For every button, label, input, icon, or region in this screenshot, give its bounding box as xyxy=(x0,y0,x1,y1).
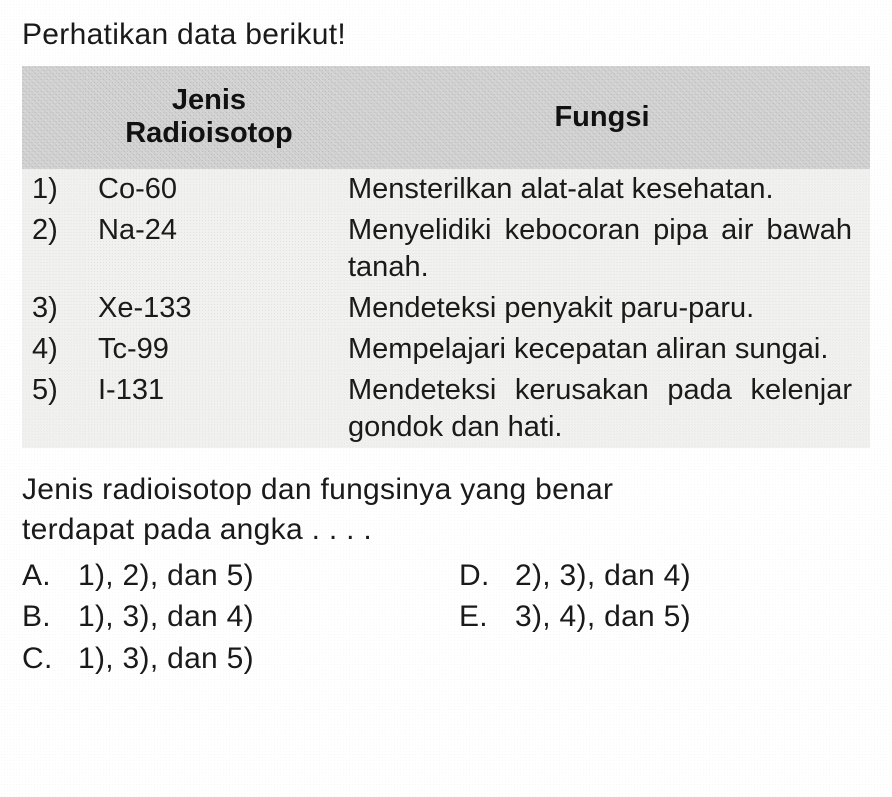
option-d: D. 2), 3), dan 4) xyxy=(459,556,870,596)
option-letter: E. xyxy=(459,597,515,637)
option-letter: D. xyxy=(459,556,515,596)
cell-jenis: I-131 xyxy=(84,370,334,448)
option-text: 2), 3), dan 4) xyxy=(515,556,870,596)
table-row: 3) Xe-133 Mendeteksi penyakit paru-paru. xyxy=(22,288,870,329)
cell-num: 4) xyxy=(22,329,84,370)
question-line-2: terdapat pada angka . . . . xyxy=(22,513,372,546)
cell-jenis: Xe-133 xyxy=(84,288,334,329)
question-block: Jenis radioisotop dan fungsinya yang ben… xyxy=(22,470,870,678)
option-c: C. 1), 3), dan 5) xyxy=(22,639,433,679)
cell-num: 1) xyxy=(22,169,84,210)
cell-jenis: Na-24 xyxy=(84,210,334,288)
option-text: 1), 3), dan 4) xyxy=(78,597,433,637)
table-row: 5) I-131 Mendeteksi kerusakan pada kelen… xyxy=(22,370,870,448)
table-header-row: Jenis Radioisotop Fungsi xyxy=(22,66,870,169)
option-letter: C. xyxy=(22,639,78,679)
option-e: E. 3), 4), dan 5) xyxy=(459,597,870,637)
cell-fungsi: Menyelidiki kebocoran pipa air bawah tan… xyxy=(334,210,870,288)
table-row: 1) Co-60 Mensterilkan alat-alat kesehata… xyxy=(22,169,870,210)
question-line-1: Jenis radioisotop dan fungsinya yang ben… xyxy=(22,473,613,506)
option-letter: B. xyxy=(22,597,78,637)
cell-num: 2) xyxy=(22,210,84,288)
answer-options: A. 1), 2), dan 5) D. 2), 3), dan 4) B. 1… xyxy=(22,556,870,679)
header-number xyxy=(22,66,84,169)
option-letter: A. xyxy=(22,556,78,596)
cell-fungsi: Mendeteksi penyakit paru-paru. xyxy=(334,288,870,329)
cell-fungsi: Mempelajari kecepatan aliran sungai. xyxy=(334,329,870,370)
cell-num: 5) xyxy=(22,370,84,448)
option-text: 1), 3), dan 5) xyxy=(78,639,433,679)
cell-fungsi: Mensterilkan alat-alat kesehatan. xyxy=(334,169,870,210)
option-a: A. 1), 2), dan 5) xyxy=(22,556,433,596)
option-b: B. 1), 3), dan 4) xyxy=(22,597,433,637)
header-jenis: Jenis Radioisotop xyxy=(84,66,334,169)
cell-fungsi: Mendeteksi kerusakan pada kelenjar gondo… xyxy=(334,370,870,448)
table-row: 4) Tc-99 Mempelajari kecepatan aliran su… xyxy=(22,329,870,370)
option-text: 1), 2), dan 5) xyxy=(78,556,433,596)
table-row: 2) Na-24 Menyelidiki kebocoran pipa air … xyxy=(22,210,870,288)
instruction-text: Perhatikan data berikut! xyxy=(22,18,870,52)
cell-jenis: Tc-99 xyxy=(84,329,334,370)
question-text: Jenis radioisotop dan fungsinya yang ben… xyxy=(22,470,870,549)
header-fungsi: Fungsi xyxy=(334,66,870,169)
cell-num: 3) xyxy=(22,288,84,329)
option-text: 3), 4), dan 5) xyxy=(515,597,870,637)
radioisotope-table: Jenis Radioisotop Fungsi 1) Co-60 Menste… xyxy=(22,66,870,448)
cell-jenis: Co-60 xyxy=(84,169,334,210)
